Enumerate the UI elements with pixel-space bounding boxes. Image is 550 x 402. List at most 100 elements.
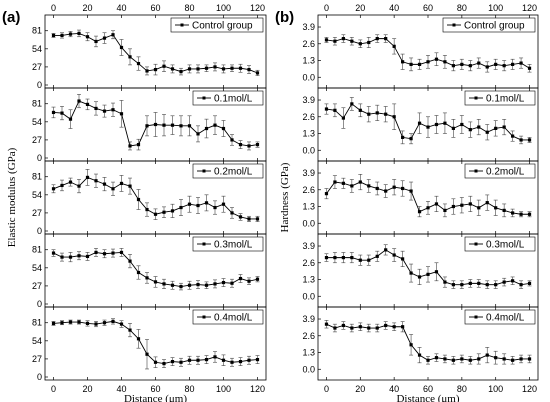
data-point — [51, 33, 56, 38]
data-point — [247, 67, 251, 72]
data-point — [333, 180, 337, 184]
x-tick-label: 40 — [389, 384, 399, 394]
data-point — [102, 36, 107, 40]
y-axis-label: Elastic modulus (GPa) — [6, 147, 18, 247]
data-point — [221, 358, 226, 362]
data-point — [477, 61, 481, 65]
data-point — [85, 35, 90, 39]
data-point — [468, 64, 472, 68]
x-tick-label-top: 40 — [389, 3, 399, 13]
data-point — [460, 122, 464, 127]
data-point — [434, 57, 439, 61]
x-tick-label-top: 60 — [423, 3, 433, 13]
y-tick-label: 0 — [37, 372, 42, 382]
data-point — [187, 67, 192, 71]
data-point — [392, 185, 396, 189]
data-point — [341, 323, 345, 328]
data-point — [324, 192, 329, 196]
y-tick-label: 27 — [32, 208, 42, 218]
x-tick-label: 20 — [355, 384, 365, 394]
data-point — [238, 66, 243, 70]
data-point — [468, 128, 472, 132]
data-point — [527, 138, 532, 142]
data-point — [443, 121, 447, 125]
x-tick-label: 100 — [488, 384, 503, 394]
data-point — [187, 283, 192, 287]
data-point — [324, 38, 329, 42]
x-tick-label-top: 20 — [355, 3, 365, 13]
x-tick-label: 80 — [184, 384, 194, 394]
y-tick-label: 1.3 — [302, 202, 315, 212]
data-point — [153, 67, 158, 72]
legend-label: 0.1mol/L — [486, 94, 525, 105]
legend-marker — [474, 169, 478, 173]
data-point — [255, 277, 260, 281]
legend-marker — [474, 96, 478, 100]
data-point — [136, 143, 141, 147]
data-point — [221, 202, 226, 206]
data-point — [333, 39, 337, 43]
data-point — [519, 61, 523, 65]
data-point — [477, 125, 481, 129]
subplot: 0.0 1.3 2.6 3.9 0.4mol/L — [302, 306, 539, 381]
data-point — [111, 108, 115, 112]
data-point — [468, 281, 472, 285]
data-point — [392, 253, 396, 257]
legend-label: 0.2mol/L — [214, 167, 253, 178]
chart-panel-a: (a)002020404060608080100100120120Distanc… — [2, 3, 267, 402]
data-point — [367, 40, 371, 45]
data-point — [502, 125, 506, 129]
data-point — [333, 326, 337, 330]
legend-box — [170, 17, 264, 33]
y-tick-label: 0 — [37, 153, 42, 163]
data-point — [451, 64, 455, 68]
data-point — [384, 189, 388, 193]
y-tick-label: 81 — [32, 245, 42, 255]
data-point — [247, 358, 251, 362]
y-tick-label: 3.9 — [302, 95, 315, 105]
data-point — [426, 206, 430, 210]
data-point — [324, 322, 329, 326]
data-point — [367, 184, 371, 188]
data-point — [494, 62, 498, 66]
x-axis-label: Distance (μm) — [124, 393, 187, 402]
legend-box — [192, 309, 264, 325]
data-point — [170, 123, 175, 127]
data-point — [128, 184, 132, 188]
data-point — [426, 272, 430, 276]
legend-label: 0.3mol/L — [214, 240, 253, 251]
data-point — [170, 209, 175, 213]
data-point — [162, 362, 166, 366]
data-point — [451, 204, 455, 209]
data-point — [460, 283, 464, 287]
data-point — [119, 322, 124, 326]
y-tick-label: 81 — [32, 26, 42, 36]
data-point — [111, 33, 115, 37]
legend-marker — [180, 23, 184, 27]
legend-label: 0.4mol/L — [214, 313, 253, 324]
x-tick-label: 120 — [522, 384, 537, 394]
data-point — [128, 55, 132, 59]
data-point — [367, 258, 371, 262]
x-tick-label: 80 — [457, 384, 467, 394]
data-point — [213, 282, 217, 286]
legend-box — [192, 90, 264, 106]
y-tick-label: 0.0 — [302, 364, 315, 374]
data-point — [384, 248, 388, 252]
data-point — [247, 217, 251, 221]
data-point — [511, 211, 515, 215]
data-point — [213, 65, 217, 69]
legend-box — [442, 17, 536, 33]
data-point — [460, 62, 464, 66]
data-point — [111, 319, 115, 323]
data-point — [51, 187, 56, 191]
data-point — [485, 353, 489, 357]
x-tick-label-top: 80 — [457, 3, 467, 13]
x-tick-label-top: 60 — [150, 3, 160, 13]
legend-marker — [202, 169, 206, 173]
data-point — [187, 124, 192, 128]
data-point — [468, 358, 472, 362]
data-point — [196, 358, 200, 362]
x-tick-label-top: 120 — [250, 3, 265, 13]
data-point — [119, 250, 124, 255]
